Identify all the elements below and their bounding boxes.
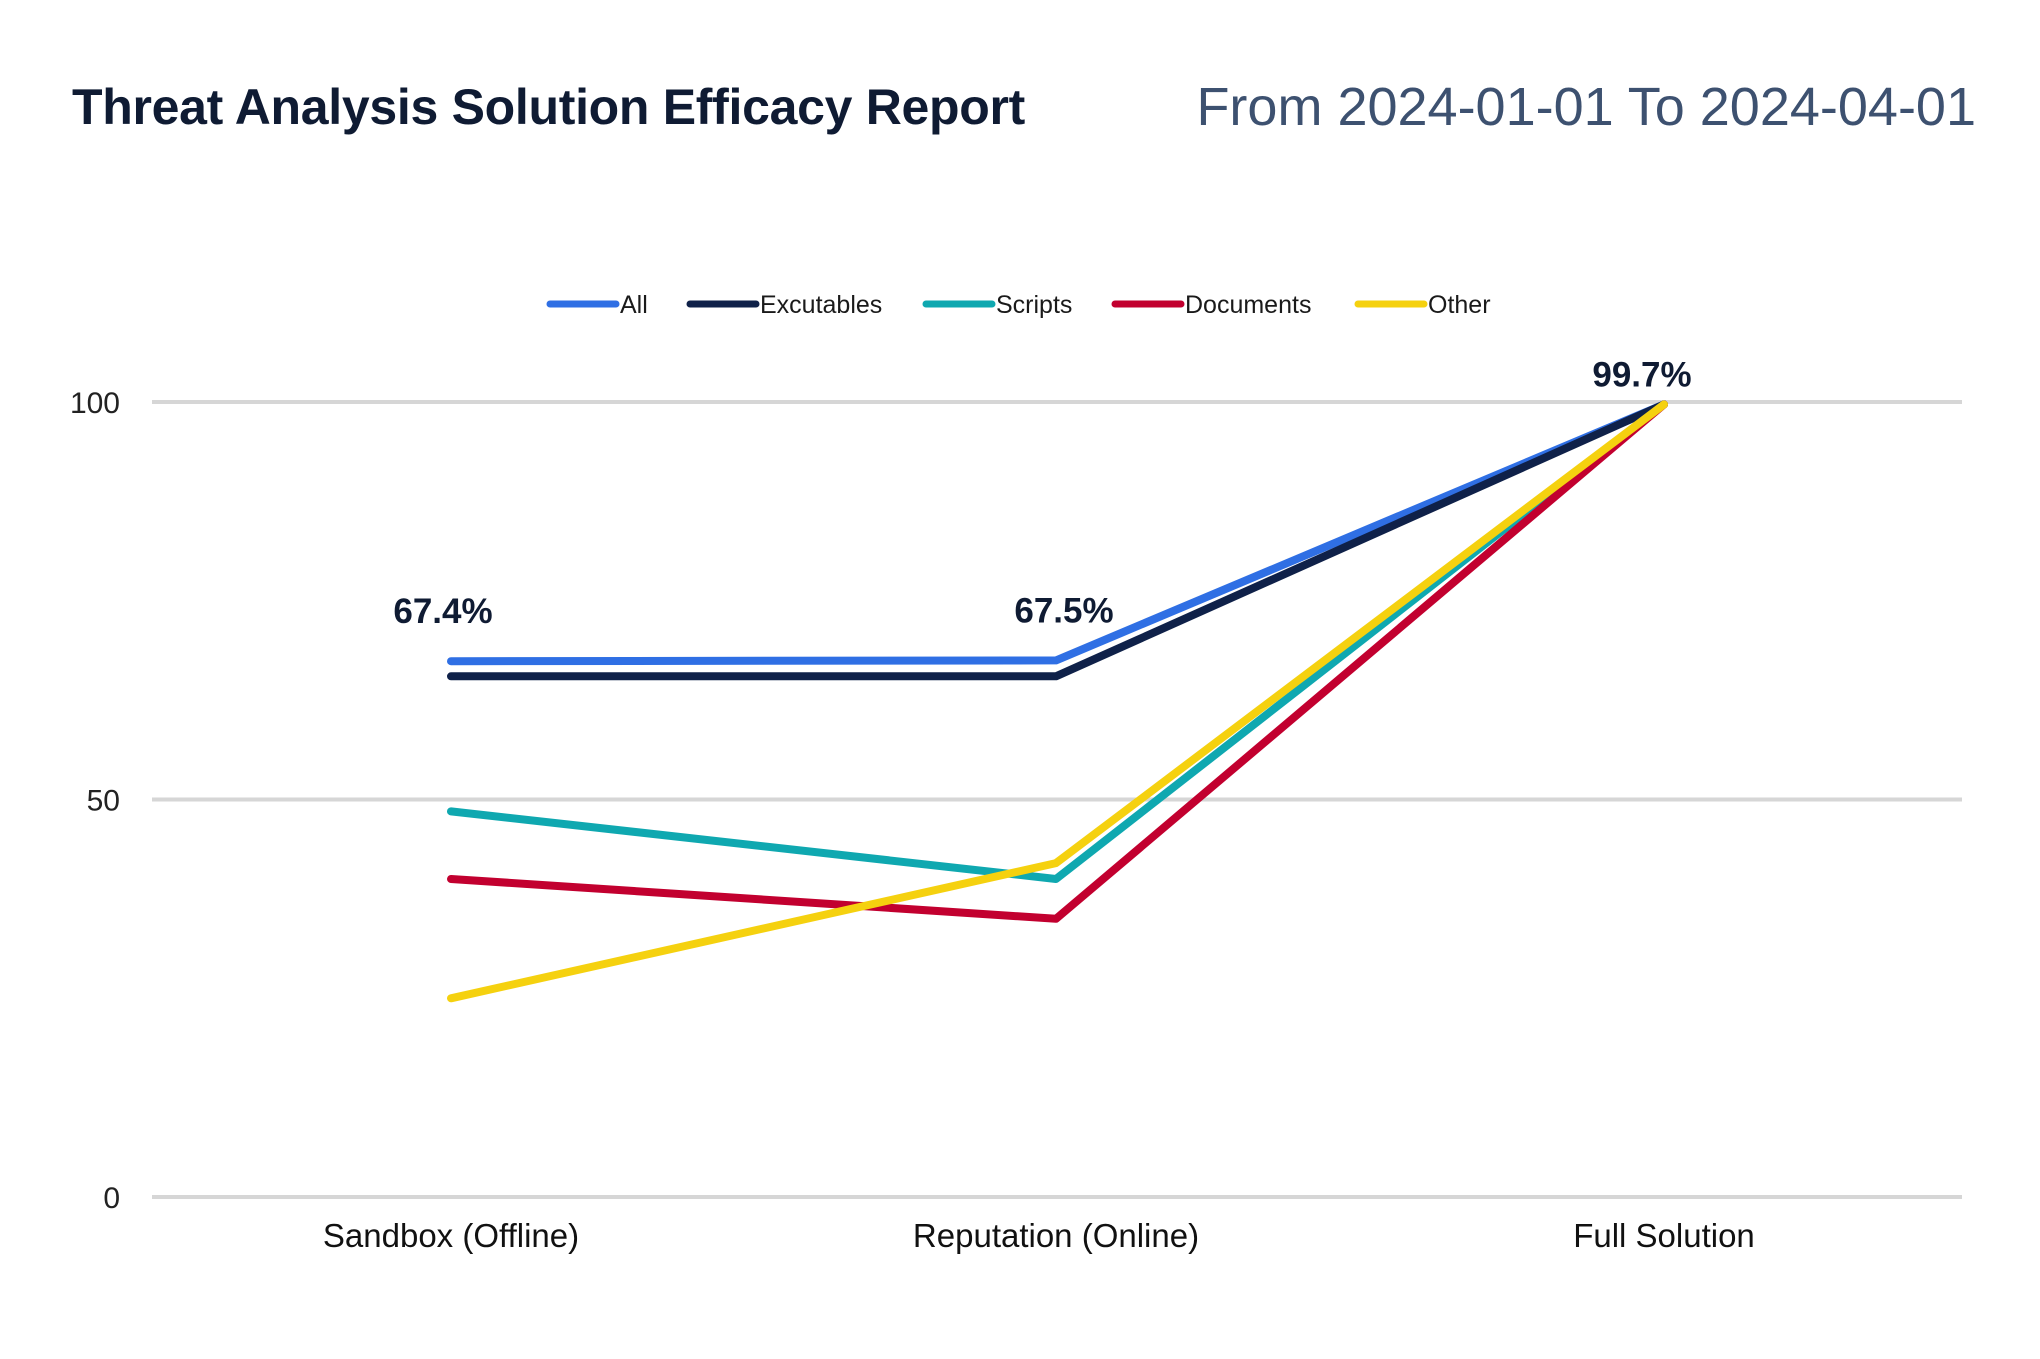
data-label: 67.4% — [393, 592, 492, 631]
date-from-label: From — [1196, 77, 1323, 137]
y-tick-label: 50 — [87, 785, 120, 818]
legend-label: Other — [1428, 291, 1491, 319]
date-from: 2024-01-01 — [1337, 77, 1614, 137]
legend-label: Excutables — [760, 291, 882, 319]
legend-label: Scripts — [996, 291, 1072, 319]
gridlines — [152, 400, 1962, 1199]
series-line-all — [447, 400, 1668, 666]
date-to: 2024-04-01 — [1699, 77, 1976, 137]
data-label: 99.7% — [1592, 355, 1691, 394]
series-line-scripts — [447, 400, 1668, 883]
y-tick-label: 100 — [70, 387, 120, 420]
date-to-label: To — [1627, 77, 1685, 137]
date-range: From 2024-01-01 To 2024-04-01 — [1196, 76, 1976, 138]
series-line-other — [447, 400, 1668, 1003]
y-tick-label: 0 — [103, 1182, 120, 1215]
x-category-label: Sandbox (Offline) — [323, 1217, 579, 1254]
legend: All Excutables Scripts Documents Other — [546, 291, 1491, 319]
data-label: 67.5% — [1014, 591, 1113, 630]
series-lines — [447, 400, 1668, 1003]
data-labels: 67.4% 67.5% 99.7% — [393, 355, 1691, 631]
legend-label: All — [620, 291, 648, 319]
y-axis-ticks: 0 50 100 — [70, 387, 120, 1215]
report-title: Threat Analysis Solution Efficacy Report — [72, 79, 1026, 135]
series-line-documents — [447, 400, 1668, 923]
x-axis-categories: Sandbox (Offline) Reputation (Online) Full… — [323, 1217, 1755, 1254]
series-line-excutables — [447, 400, 1668, 681]
x-category-label: Reputation (Online) — [913, 1217, 1199, 1254]
legend-label: Documents — [1185, 291, 1311, 319]
x-category-label: Full Solution — [1573, 1217, 1755, 1254]
